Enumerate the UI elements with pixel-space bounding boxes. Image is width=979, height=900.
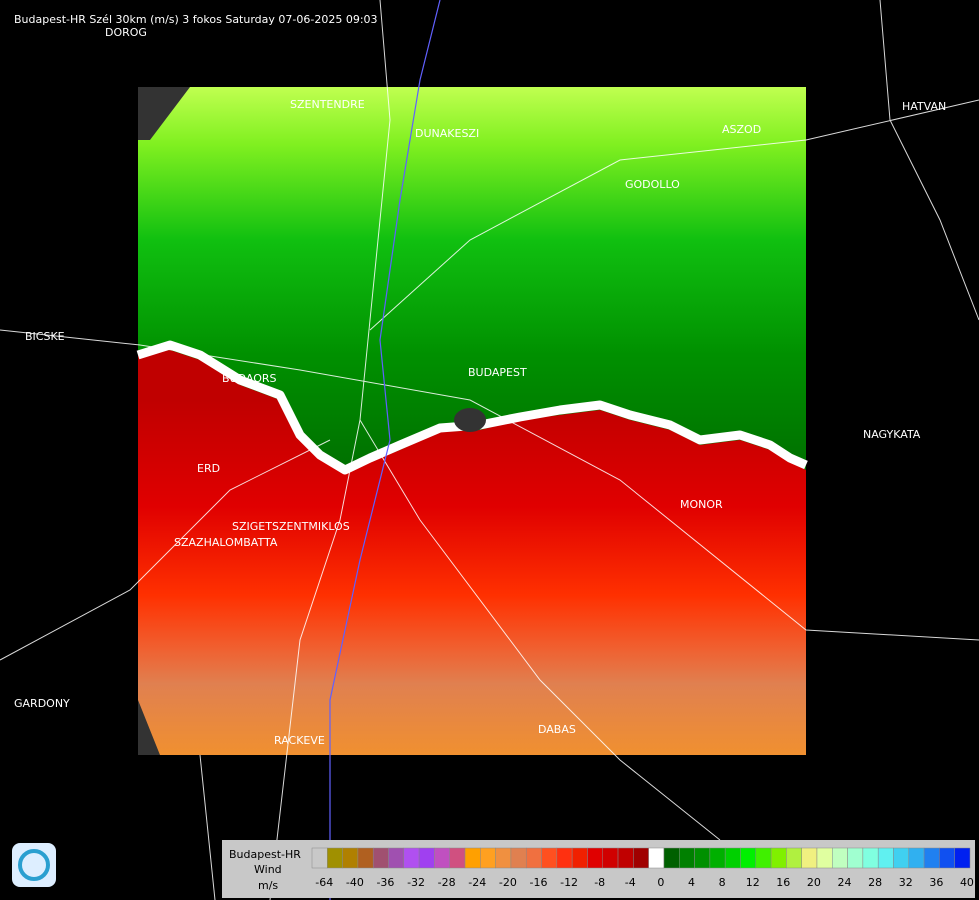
legend-swatch [541,847,558,869]
legend-swatch [556,847,573,869]
legend-swatch [786,847,802,869]
no-data [454,408,486,432]
no-data [138,700,160,755]
legend-tick-label: 4 [688,876,695,889]
city-label: NAGYKATA [863,428,921,441]
legend-title: Budapest-HR [229,848,301,861]
legend-swatch [633,847,649,869]
city-label: ASZOD [722,123,761,136]
legend-swatch [847,847,864,869]
legend-swatch [571,847,588,869]
legend-tick-label: -64 [315,876,333,889]
legend-swatch [862,847,879,869]
city-label: GARDONY [14,697,70,710]
no-data [138,87,190,140]
legend-swatch [939,847,955,869]
legend-tick-label: 28 [868,876,882,889]
legend-swatch [327,847,343,869]
city-label: HATVAN [902,100,946,113]
city-label: MONOR [680,498,723,511]
radar-area [136,87,808,755]
legend-swatch [679,847,695,869]
legend-swatch [694,847,711,869]
legend-swatch [449,847,466,869]
city-label: BUDAORS [222,372,277,385]
city-label: DUNAKESZI [415,127,479,140]
city-label: GODOLLO [625,178,680,191]
city-label: SZIGETSZENTMIKLOS [232,520,350,533]
legend-tick-label: -32 [407,876,425,889]
legend-swatch [418,847,435,869]
legend-tick-label: 36 [929,876,943,889]
legend-swatch [357,847,374,869]
city-label: DABAS [538,723,576,736]
legend-unit: m/s [258,879,278,892]
legend-swatch [602,847,619,869]
legend-swatch [801,847,818,869]
legend: Budapest-HR Wind m/s -64 -40 -36 -32 -28 -24-… [222,840,975,898]
legend-quantity: Wind [254,863,282,876]
legend-swatch [770,847,787,869]
legend-swatch [587,847,603,869]
city-label: DOROG [105,26,147,39]
legend-swatch [495,847,512,869]
legend-tick-label: -4 [625,876,636,889]
legend-swatch [709,847,726,869]
radar-positive [138,87,806,470]
city-label: SZAZHALOMBATTA [174,536,278,549]
legend-swatch [832,847,848,869]
legend-swatch [464,847,481,869]
legend-swatch [372,847,389,869]
legend-swatch [388,847,405,869]
legend-swatch [342,847,359,869]
legend-tick-label: -12 [560,876,578,889]
legend-swatch [923,847,940,869]
legend-swatch [617,847,634,869]
legend-tick-label: 32 [899,876,913,889]
legend-swatch [510,847,527,869]
legend-swatch [724,847,741,869]
city-label: ERD [197,462,220,475]
legend-tick-label: 20 [807,876,821,889]
legend-tick-label: 24 [838,876,852,889]
legend-swatch [403,847,420,869]
legend-tick-label: -28 [438,876,456,889]
legend-swatch [893,847,910,869]
legend-tick-label: -20 [499,876,517,889]
legend-tick-label: 40 [960,876,974,889]
city-label: BICSKE [25,330,65,343]
legend-swatch [740,847,757,869]
legend-swatch [648,847,665,869]
legend-swatch [525,847,542,869]
legend-tick-label: -40 [346,876,364,889]
rivers [329,0,441,900]
legend-tick-label: -24 [468,876,486,889]
legend-tick-label: 0 [657,876,664,889]
logo [12,843,56,887]
legend-swatch [311,847,328,869]
legend-tick-label: 8 [719,876,726,889]
legend-swatch [908,847,925,869]
legend-tick-label: -36 [376,876,394,889]
legend-swatch [434,847,450,869]
city-label: RACKEVE [274,734,325,747]
legend-tick-label: 12 [746,876,760,889]
legend-swatch [663,847,680,869]
legend-swatch [816,847,833,869]
title: Budapest-HR Szél 30km (m/s) 3 fokos Satu… [14,13,378,26]
legend-tick-label: -16 [529,876,547,889]
city-label: SZENTENDRE [290,98,365,111]
city-label: BUDAPEST [468,366,527,379]
legend-tick-label: -8 [594,876,605,889]
legend-swatch [755,847,772,869]
legend-tick-label: 16 [776,876,790,889]
legend-swatch [954,847,971,869]
legend-swatch [877,847,894,869]
legend-swatch [480,847,496,869]
